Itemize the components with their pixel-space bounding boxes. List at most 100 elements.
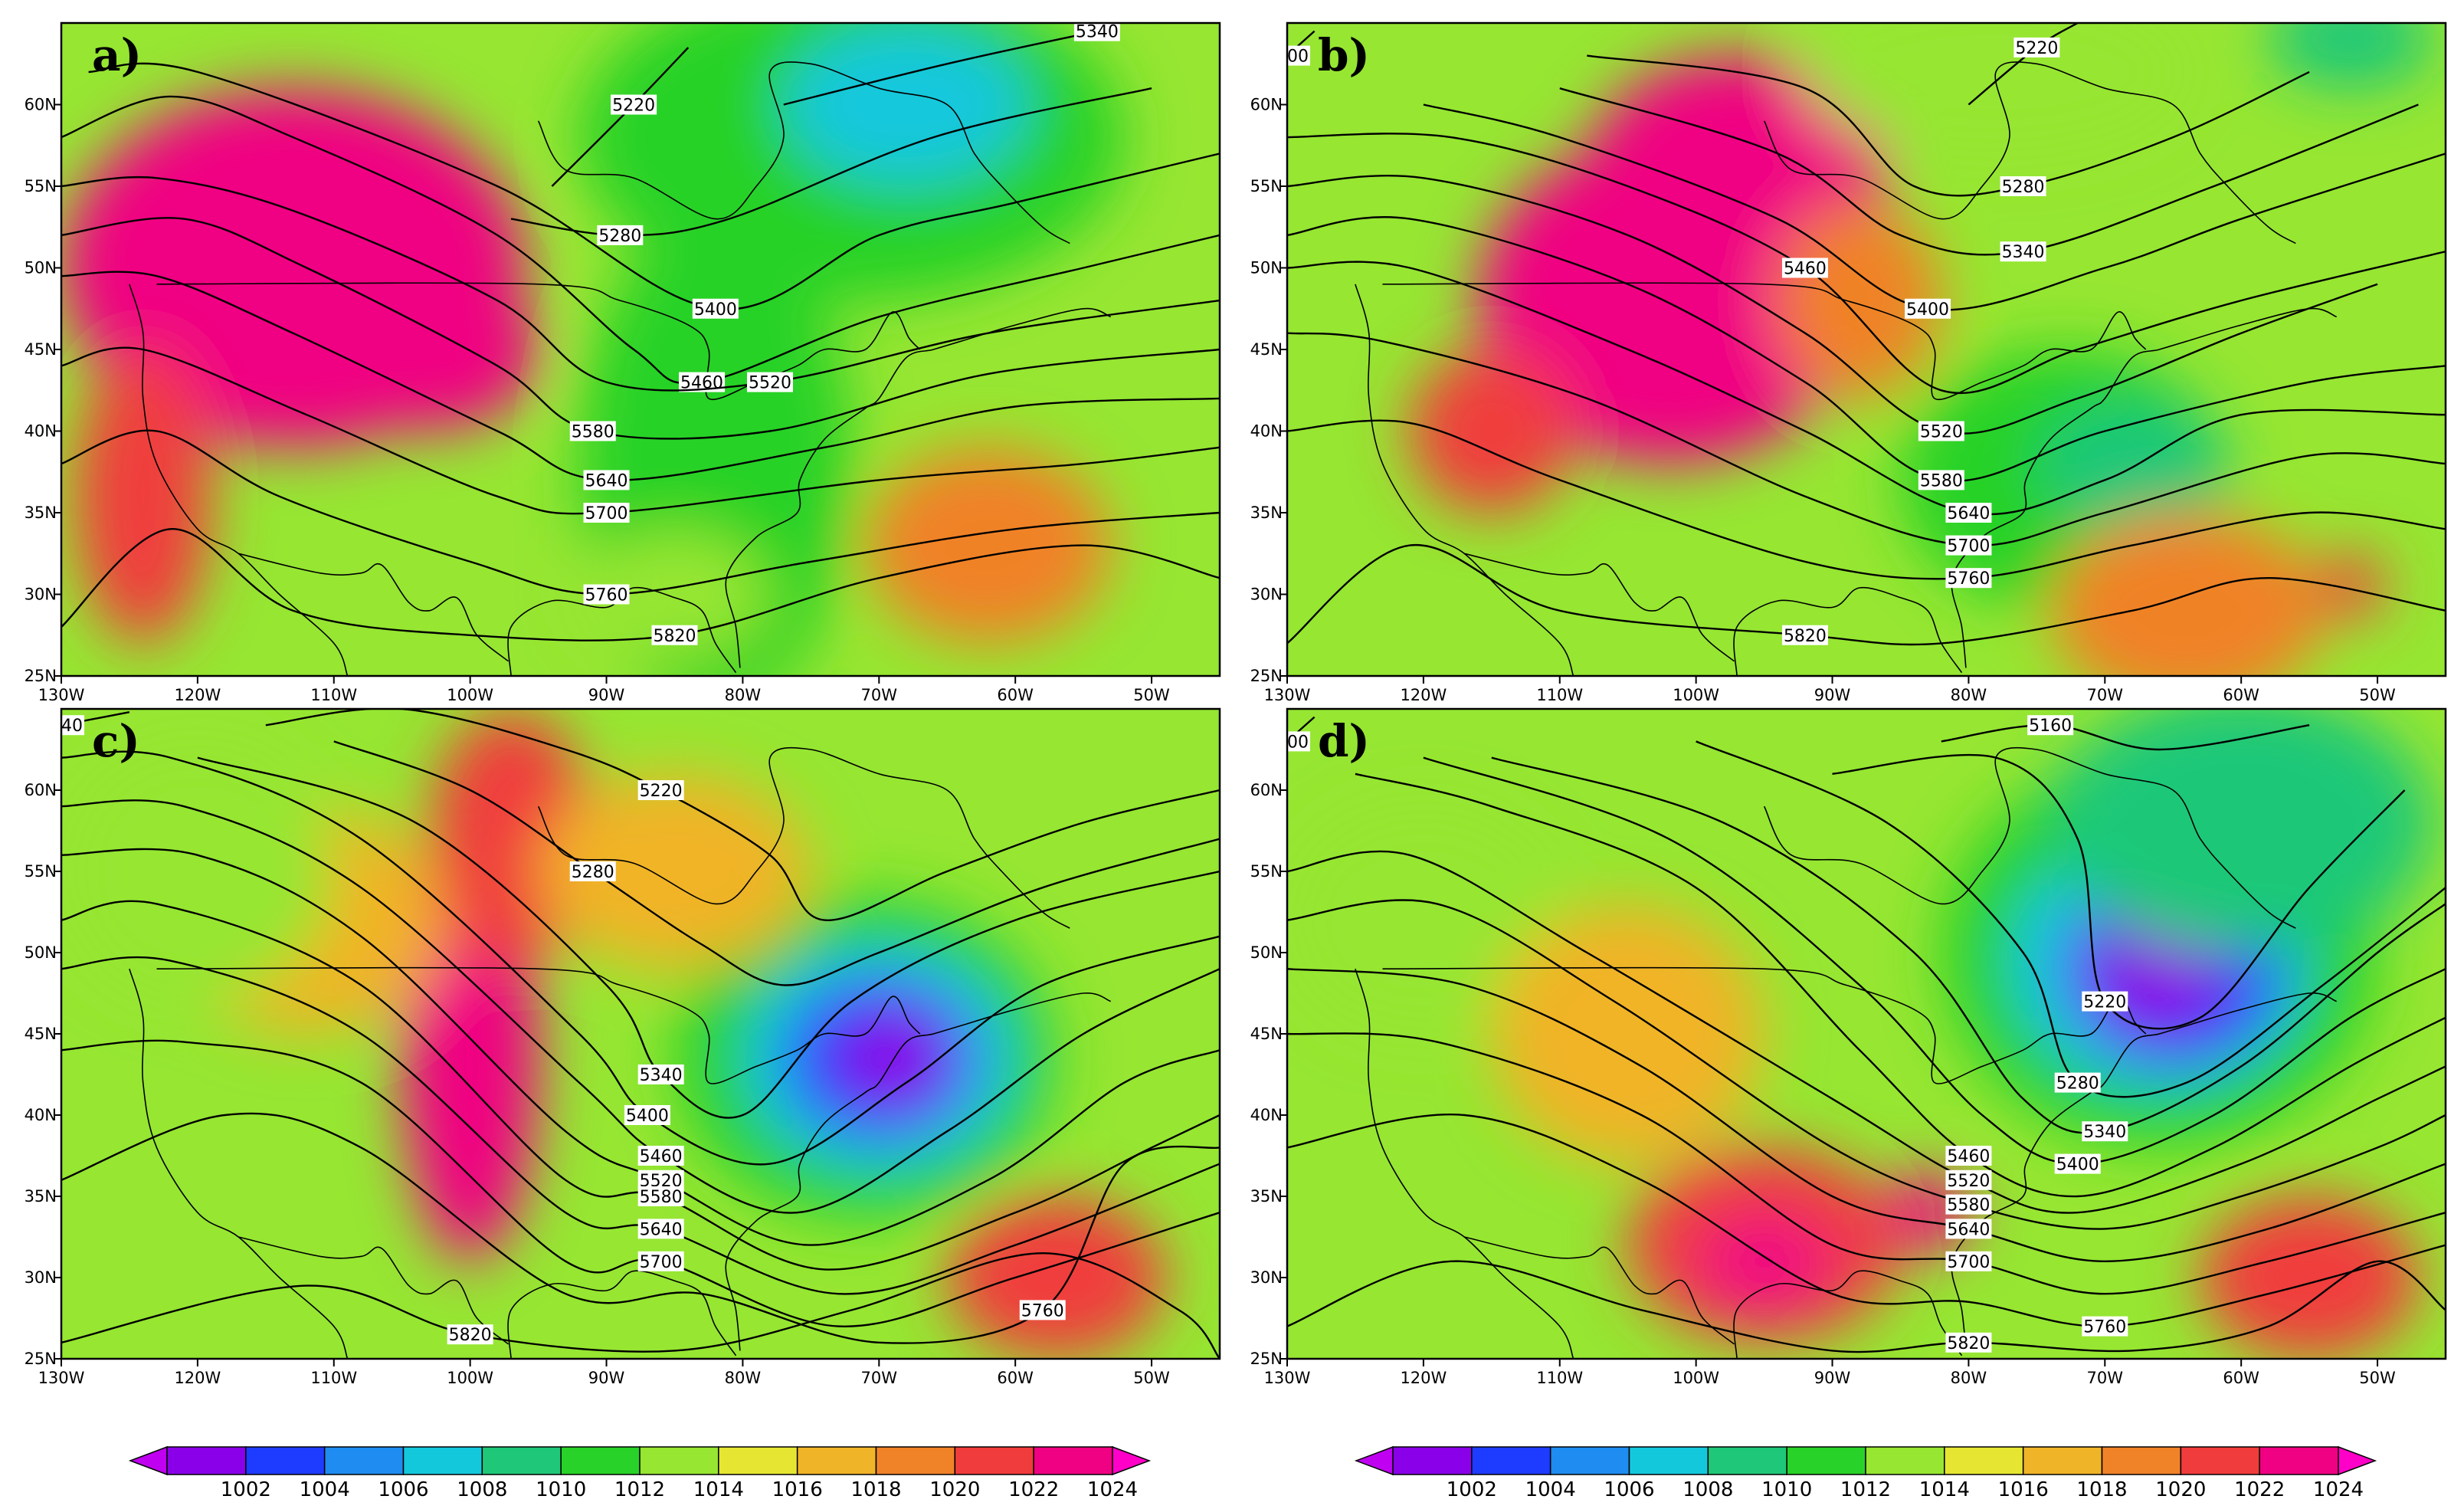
- lat-tick-label: 35N: [25, 504, 57, 522]
- contour-label: 5280: [2000, 176, 2046, 197]
- lat-tick-label: 35N: [25, 1187, 57, 1206]
- pressure-region: [1410, 349, 1574, 513]
- lat-tick-label: 55N: [25, 177, 57, 195]
- svg-text:5640: 5640: [640, 1220, 683, 1239]
- lon-tick-label: 110W: [1536, 1369, 1583, 1387]
- colorbar-label: 1008: [1683, 1478, 1733, 1501]
- contour-label: 5340: [1073, 23, 1120, 42]
- lon-tick-label: 80W: [1951, 1369, 1987, 1387]
- colorbar-label: 1024: [2313, 1478, 2364, 1501]
- lon-tick-label: 130W: [38, 1369, 85, 1387]
- axis-ticks: 130W 120W 110W 100W 90W 80W 70W 60W 50W 25N 30N 35N…: [25, 781, 1170, 1387]
- height-contour: [61, 176, 1220, 392]
- colorbar-swatch: [1033, 1446, 1113, 1475]
- contour-label: 5520: [1918, 421, 1964, 442]
- lat-tick-label: 45N: [1250, 340, 1283, 359]
- contour-label: 5400: [2054, 1153, 2101, 1175]
- us-canada-border: [156, 966, 921, 1084]
- colorbar-swatch: [718, 1446, 798, 1475]
- colorbar-swatch: [954, 1446, 1034, 1475]
- colorbar-label: 1006: [1604, 1478, 1654, 1501]
- colorbar-arrow-high: [1112, 1445, 1152, 1476]
- height-contour: [1287, 543, 2446, 646]
- height-contour: [1287, 1260, 2446, 1353]
- colorbar-right: 1002 1004 1006 1008 1010 1012 1014 1016 1018 1020…: [1354, 1445, 2377, 1501]
- colorbar-swatch: [1549, 1446, 1630, 1475]
- lon-tick-label: 90W: [588, 1369, 625, 1387]
- lon-tick-label: 70W: [861, 1369, 898, 1387]
- svg-text:5640: 5640: [1947, 1220, 1990, 1239]
- pressure-region: [783, 23, 1029, 186]
- lon-tick-label: 70W: [2087, 686, 2124, 704]
- map-panel-c: 5340522052805340540054605520558056405700…: [25, 707, 1221, 1387]
- lat-tick-label: 55N: [1250, 177, 1283, 195]
- svg-text:5340: 5340: [40, 717, 83, 736]
- contour-label: 5820: [1781, 625, 1828, 646]
- height-contour: [1423, 756, 2446, 1165]
- height-contour: [333, 740, 1220, 986]
- height-contours: 5340522052805340540054605520558056405700…: [40, 709, 1220, 1359]
- lat-tick-label: 30N: [25, 586, 57, 604]
- gulf-coast: [507, 586, 737, 676]
- us-canada-border: [156, 282, 921, 401]
- svg-text:5640: 5640: [585, 471, 628, 490]
- svg-text:5820: 5820: [1947, 1334, 1990, 1353]
- colorbar-label: 1006: [378, 1478, 428, 1501]
- lat-tick-label: 55N: [25, 862, 57, 881]
- height-contour: [61, 528, 1220, 641]
- contour-label: 5520: [746, 372, 793, 393]
- height-contour: [1355, 773, 2446, 1198]
- svg-text:5760: 5760: [2083, 1318, 2126, 1337]
- pressure-region: [74, 349, 211, 644]
- west-coast: [1355, 284, 1574, 676]
- west-coast: [1355, 968, 1574, 1359]
- pressure-region: [1287, 806, 1560, 1034]
- west-coast: [129, 284, 349, 676]
- contour-label: 5400: [1287, 45, 1310, 67]
- pressure-field: 5400 5220 5280 5340 5400 5460 5520 5580 5640 5700…: [1287, 23, 2446, 676]
- lat-tick-label: 30N: [25, 1268, 57, 1287]
- svg-text:5220: 5220: [640, 782, 683, 801]
- contour-label: 5760: [583, 584, 630, 605]
- hudson-labrador-coast: [1763, 61, 2296, 244]
- svg-text:5340: 5340: [2002, 243, 2045, 262]
- colorbar-label: 1004: [300, 1478, 350, 1501]
- colorbar-swatch: [1628, 1446, 1709, 1475]
- svg-text:5700: 5700: [1947, 1253, 1990, 1272]
- lon-tick-label: 60W: [997, 686, 1034, 704]
- lon-tick-label: 120W: [174, 1369, 221, 1387]
- svg-text:5580: 5580: [572, 423, 614, 442]
- colorbar-swatch: [560, 1446, 641, 1475]
- panel-label: a): [92, 29, 142, 81]
- pressure-region: [1805, 23, 2187, 154]
- colorbar-label: 1018: [850, 1478, 901, 1501]
- lon-tick-label: 100W: [1673, 1369, 1719, 1387]
- height-contour: [61, 95, 1220, 385]
- lat-tick-label: 40N: [25, 1106, 57, 1124]
- lon-tick-label: 90W: [1814, 686, 1851, 704]
- contour-label: 5760: [2082, 1316, 2128, 1337]
- height-contour: [1287, 1114, 2446, 1327]
- pressure-region: [2200, 1196, 2419, 1359]
- lat-tick-label: 25N: [25, 667, 57, 685]
- colorbar-label: 1022: [2234, 1478, 2285, 1501]
- east-coast: [1951, 307, 2338, 668]
- pressure-region: [2050, 709, 2433, 953]
- contour-label: 5400: [692, 298, 739, 320]
- contour-label: 5640: [583, 470, 630, 490]
- svg-text:5700: 5700: [640, 1253, 683, 1272]
- colorbar-swatch: [2101, 1446, 2182, 1475]
- pressure-region: [1778, 202, 1941, 399]
- lat-tick-label: 55N: [1250, 862, 1283, 881]
- contour-label: 5580: [1918, 470, 1964, 490]
- lon-tick-label: 110W: [310, 686, 357, 704]
- lat-tick-label: 50N: [25, 943, 57, 962]
- axis-ticks: 130W 120W 110W 100W 90W 80W 70W 60W 50W 25N 30N 35N…: [1250, 96, 2396, 705]
- lat-tick-label: 40N: [1250, 1106, 1283, 1124]
- contour-label: 5400: [1905, 298, 1951, 320]
- colorbar-swatch: [1865, 1446, 1945, 1475]
- lon-tick-label: 120W: [174, 686, 221, 704]
- colorbar-label: 1016: [1998, 1478, 2049, 1501]
- height-contour: [1287, 1032, 2446, 1295]
